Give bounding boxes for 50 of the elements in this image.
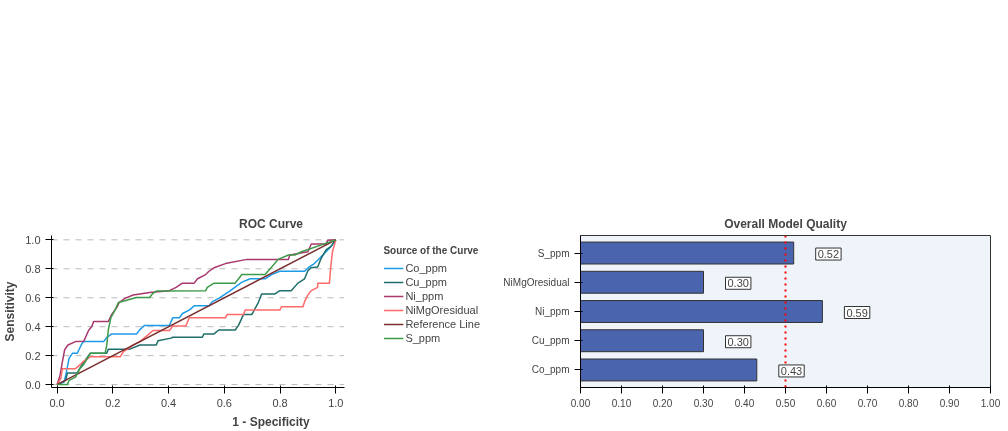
x-tick-label: 0.50 <box>775 397 796 409</box>
data-label: 0.43 <box>780 364 803 377</box>
data-label: 0.30 <box>727 335 749 348</box>
chart-title: ROC Curve <box>238 216 304 231</box>
y-tick-label: Ni_ppm <box>535 306 570 317</box>
data-label: 0.52 <box>817 248 840 261</box>
x-tick-label: 0.2 <box>105 396 121 409</box>
legend-label: S_ppm <box>405 331 441 345</box>
y-tick-label: 0.4 <box>25 320 41 333</box>
legend-label: Cu_ppm <box>405 275 447 289</box>
legend-label: NiMgOresidual <box>405 303 479 317</box>
bar <box>580 241 795 265</box>
x-tick-label: 0.40 <box>734 397 755 409</box>
bar <box>580 358 758 382</box>
x-tick-label: 0.8 <box>272 396 288 409</box>
legend-label: Ni_ppm <box>405 289 444 303</box>
y-tick-label: 0.8 <box>25 262 41 275</box>
bar <box>580 329 704 353</box>
x-tick-label: 0.00 <box>570 397 591 409</box>
x-tick-label: 1.00 <box>980 397 1001 409</box>
legend-label: Co_ppm <box>405 261 447 275</box>
line-series <box>56 239 337 386</box>
legend-title: Source of the Curve <box>383 245 480 256</box>
y-tick-label: 0.2 <box>25 349 41 362</box>
chart-title: Overall Model Quality <box>724 216 848 231</box>
x-tick-label: 0.30 <box>693 397 714 409</box>
data-label: 0.59 <box>846 306 868 319</box>
x-axis-title: 1 - Specificity <box>232 414 311 429</box>
x-tick-label: 0.20 <box>652 397 673 409</box>
bar <box>580 300 823 323</box>
x-tick-label: 0.6 <box>216 396 232 409</box>
y-tick-label: S_ppm <box>537 247 570 259</box>
x-tick-label: 0.70 <box>857 397 878 409</box>
x-tick-label: 0.0 <box>49 396 65 409</box>
bar <box>580 270 704 294</box>
x-tick-label: 0.80 <box>898 397 919 409</box>
x-tick-label: 0.10 <box>611 397 632 409</box>
legend-label: Reference Line <box>405 317 480 331</box>
x-tick-label: 0.60 <box>816 397 837 409</box>
x-tick-label: 0.90 <box>939 397 960 409</box>
y-tick-label: Cu_ppm <box>531 335 570 347</box>
y-tick-label: Co_ppm <box>531 364 570 376</box>
x-tick-label: 0.4 <box>160 396 177 409</box>
y-tick-label: 0.0 <box>25 378 41 391</box>
y-tick-label: 0.6 <box>25 291 41 304</box>
y-axis-title: Sensitivity <box>3 281 18 342</box>
y-tick-label: NiMgOresidual <box>503 276 570 288</box>
y-tick-label: 1.0 <box>25 233 41 246</box>
x-tick-label: 1.0 <box>328 396 344 409</box>
data-label: 0.30 <box>727 277 749 290</box>
